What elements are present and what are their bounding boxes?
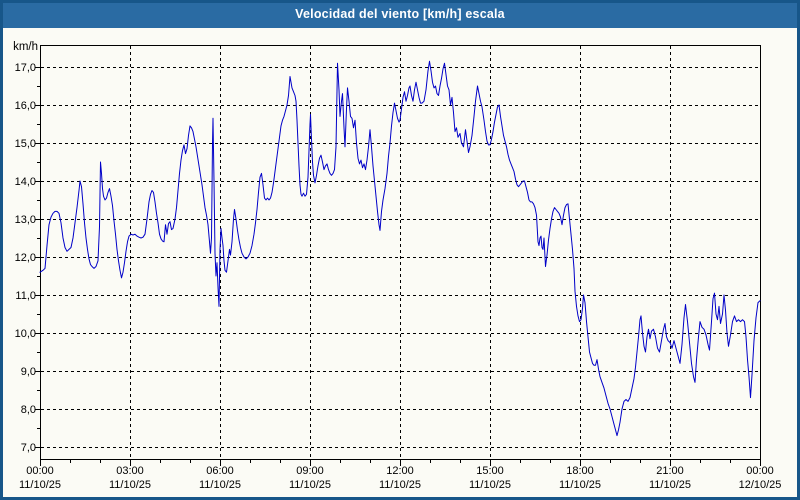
y-tick-label: 9,0 <box>21 366 36 378</box>
x-tick-date-label: 11/10/25 <box>19 479 61 491</box>
y-ticks <box>35 67 40 448</box>
y-tick-label: 8,0 <box>21 404 36 416</box>
x-gridlines <box>130 46 671 458</box>
plot-border <box>40 45 761 460</box>
x-tick-date-label: 11/10/25 <box>379 479 421 491</box>
y-tick-label: 14,0 <box>15 176 36 188</box>
x-tick-time-label: 00:00 <box>746 465 774 477</box>
x-tick-labels: 00:00 11/10/25 03:00 11/10/25 06:00 11/10/25 0… <box>19 465 781 491</box>
x-tick-date-label: 11/10/25 <box>199 479 241 491</box>
y-tick-label: 15,0 <box>15 138 36 150</box>
y-tick-label: 13,0 <box>15 214 36 226</box>
x-tick-time-label: 00:00 <box>26 465 54 477</box>
x-tick-date-label: 11/10/25 <box>109 479 151 491</box>
x-tick-time-label: 12:00 <box>386 465 414 477</box>
x-tick-time-label: 18:00 <box>566 465 594 477</box>
y-tick-label: 11,0 <box>15 290 36 302</box>
x-tick-time-label: 03:00 <box>116 465 144 477</box>
y-tick-labels: 17,0 16,0 15,0 14,0 13,0 12,0 11,0 10,0 9,0 8,0 7,… <box>15 62 36 454</box>
x-tick-date-label: 11/10/25 <box>649 479 691 491</box>
y-tick-label: 10,0 <box>15 328 36 340</box>
wind-speed-line <box>39 60 761 437</box>
x-tick-date-label: 11/10/25 <box>289 479 331 491</box>
page-title: Velocidad del viento [km/h] escala <box>295 7 505 21</box>
y-tick-label: 17,0 <box>15 62 36 74</box>
x-tick-time-label: 06:00 <box>206 465 234 477</box>
title-bar: Velocidad del viento [km/h] escala <box>0 0 800 28</box>
x-tick-date-label: 11/10/25 <box>559 479 601 491</box>
x-tick-time-label: 21:00 <box>656 465 684 477</box>
x-tick-date-label: 11/10/25 <box>469 479 511 491</box>
y-tick-label: 12,0 <box>15 252 36 264</box>
x-tick-date-label: 12/10/25 <box>739 479 782 491</box>
x-tick-time-label: 09:00 <box>296 465 324 477</box>
x-tick-time-label: 15:00 <box>476 465 504 477</box>
y-tick-label: 7,0 <box>21 442 36 454</box>
y-tick-label: 16,0 <box>15 100 36 112</box>
y-axis-unit-label: km/h <box>13 41 38 53</box>
